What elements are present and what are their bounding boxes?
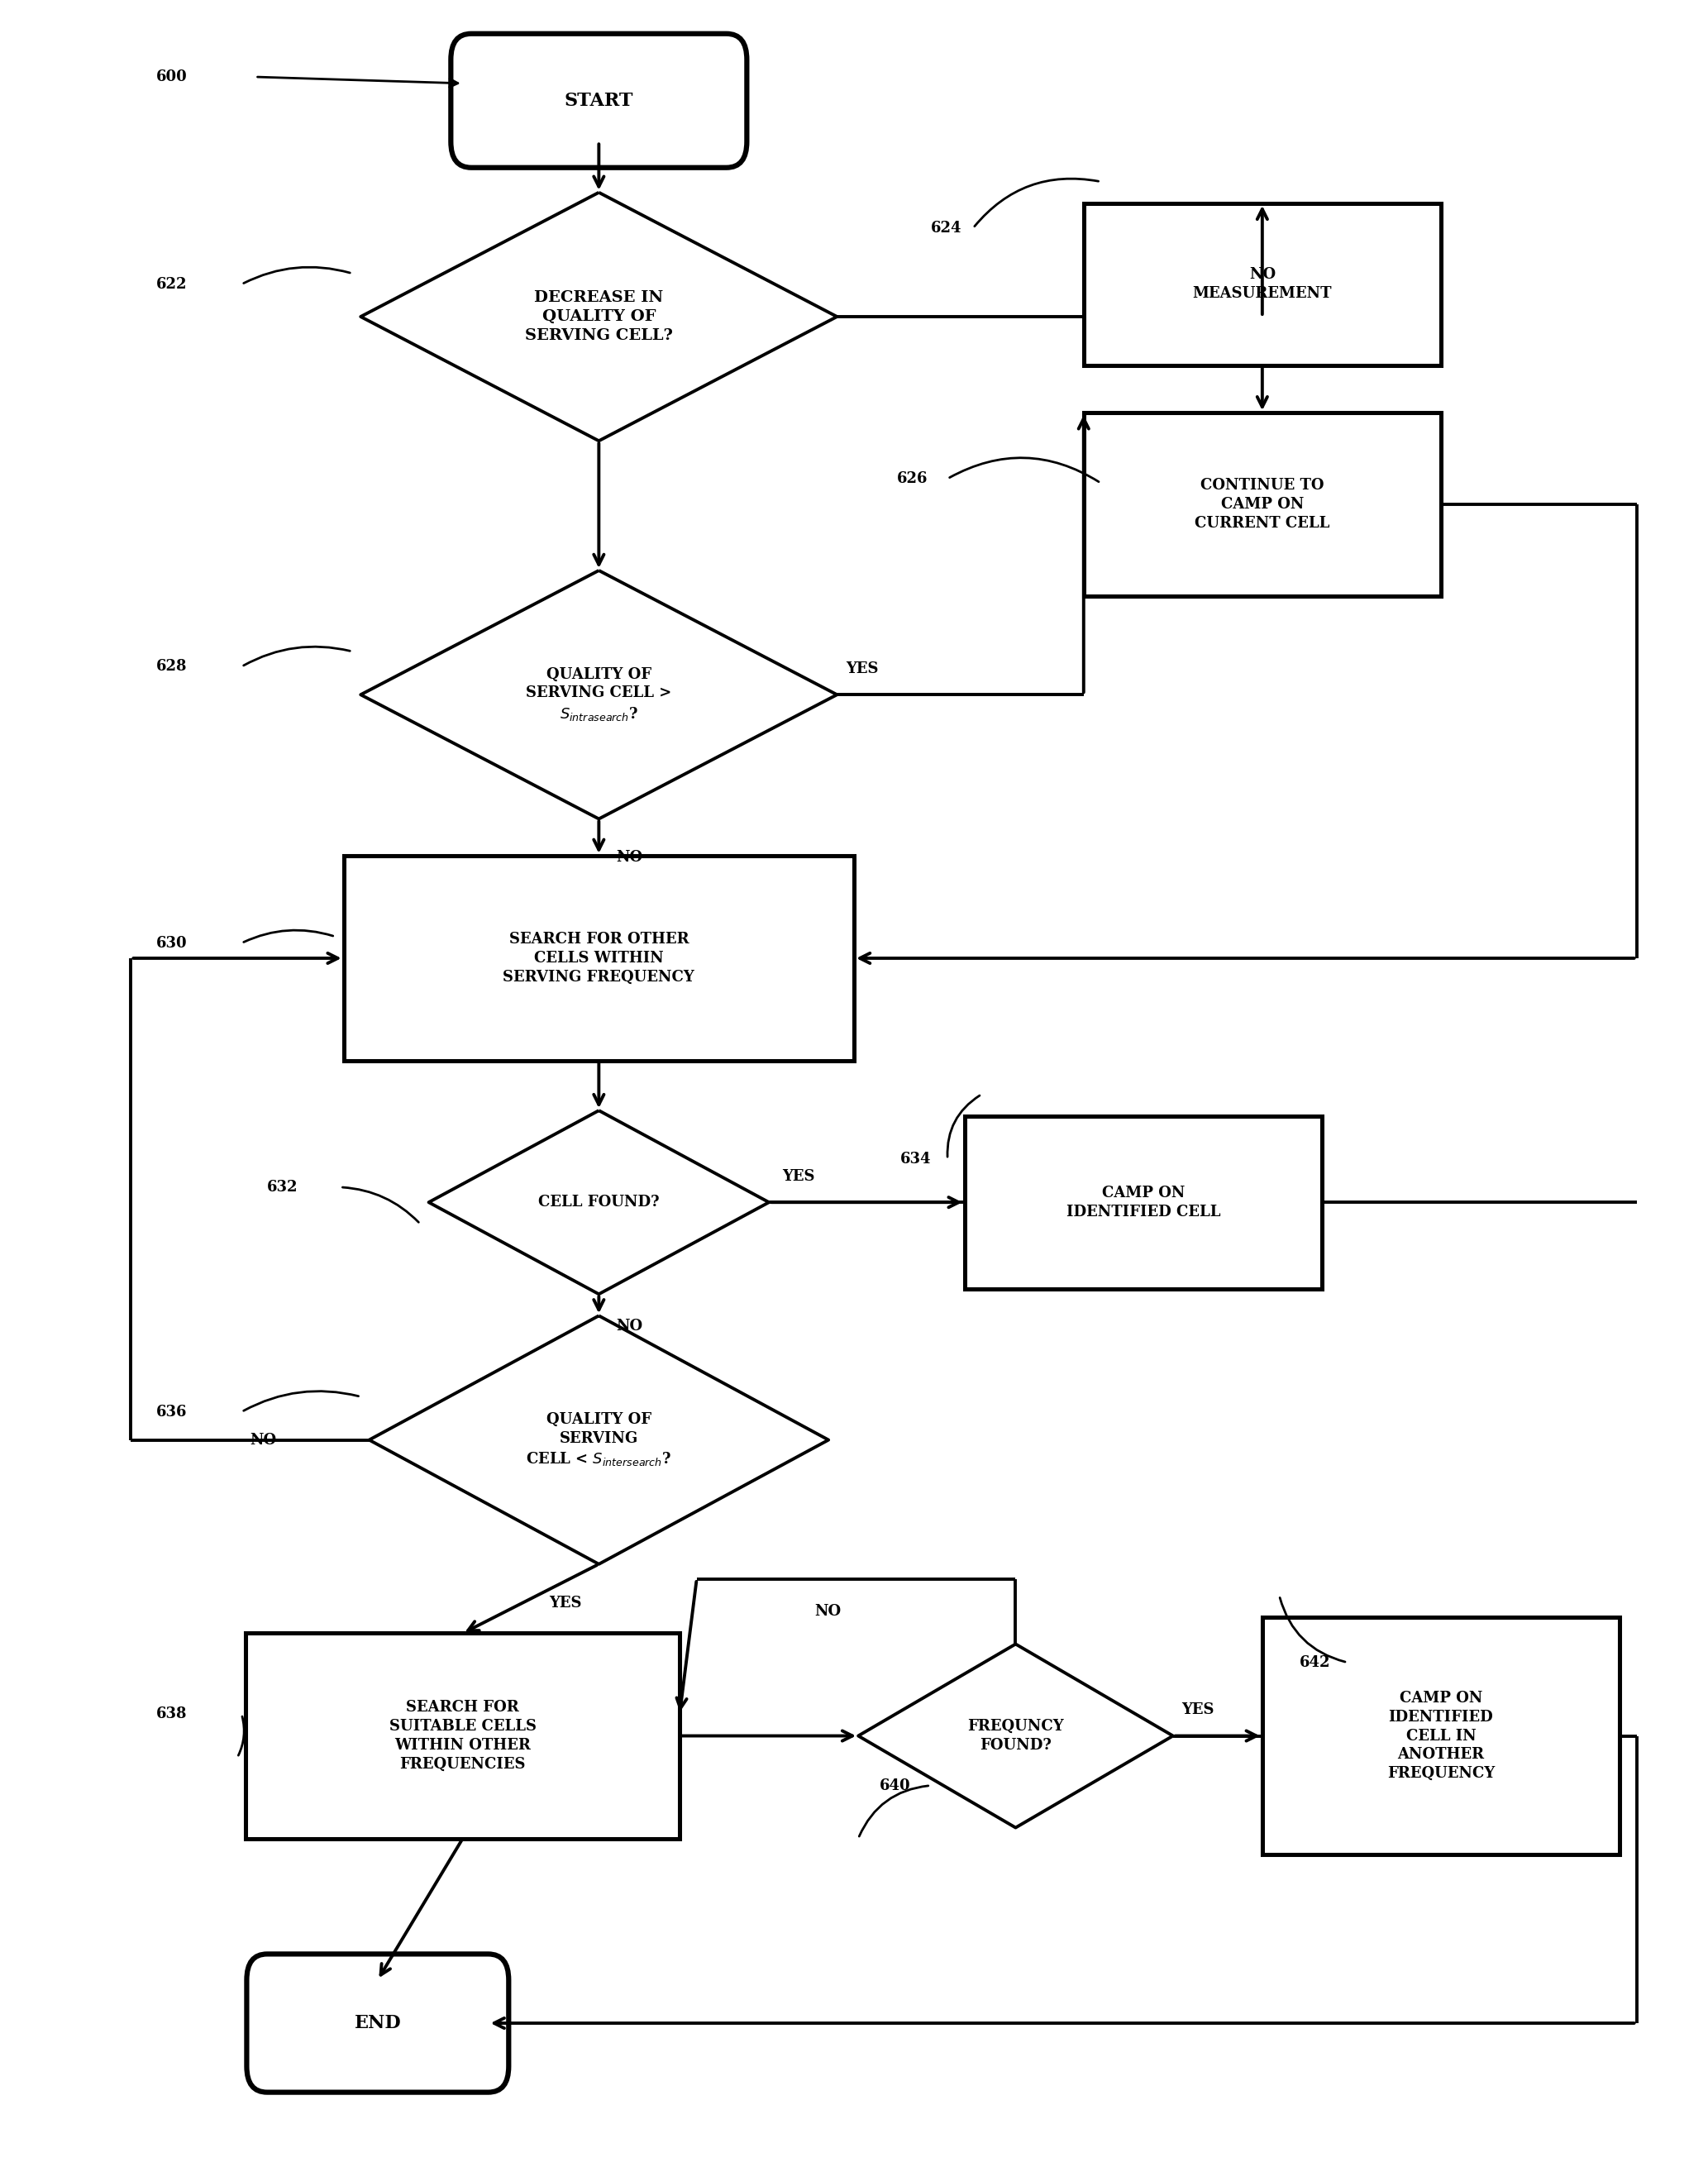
Text: QUALITY OF
SERVING CELL >
$S_{intrasearch}$?: QUALITY OF SERVING CELL > $S_{intrasearc… [526,667,671,722]
Text: SEARCH FOR OTHER
CELLS WITHIN
SERVING FREQUENCY: SEARCH FOR OTHER CELLS WITHIN SERVING FR… [504,932,695,984]
Text: CONTINUE TO
CAMP ON
CURRENT CELL: CONTINUE TO CAMP ON CURRENT CELL [1194,479,1331,531]
Bar [965,1116,1322,1289]
Bar [246,1634,680,1838]
Text: NO
MEASUREMENT: NO MEASUREMENT [1192,267,1332,301]
Text: 624: 624 [931,221,962,236]
Text: YES: YES [550,1595,582,1610]
Text: CAMP ON
IDENTIFIED
CELL IN
ANOTHER
FREQUENCY: CAMP ON IDENTIFIED CELL IN ANOTHER FREQU… [1387,1690,1494,1781]
Text: NO: NO [249,1432,277,1448]
Text: CELL FOUND?: CELL FOUND? [538,1194,659,1209]
Text: CAMP ON
IDENTIFIED CELL: CAMP ON IDENTIFIED CELL [1066,1185,1220,1220]
Bar [1083,204,1442,366]
FancyBboxPatch shape [451,35,746,167]
Bar [1083,412,1442,596]
Text: YES: YES [782,1168,815,1183]
Text: 628: 628 [157,659,188,674]
Text: 638: 638 [157,1708,188,1723]
Text: NO: NO [617,1320,642,1335]
Text: FREQUNCY
FOUND?: FREQUNCY FOUND? [967,1718,1064,1753]
Text: NO: NO [617,849,642,865]
Text: 642: 642 [1300,1656,1331,1671]
Text: 640: 640 [880,1779,910,1792]
Text: YES: YES [845,661,878,676]
Text: DECREASE IN
QUALITY OF
SERVING CELL?: DECREASE IN QUALITY OF SERVING CELL? [524,290,673,342]
Bar [343,856,854,1062]
Text: 626: 626 [897,470,927,485]
Text: END: END [354,2013,401,2033]
Text: SEARCH FOR
SUITABLE CELLS
WITHIN OTHER
FREQUENCIES: SEARCH FOR SUITABLE CELLS WITHIN OTHER F… [389,1701,536,1773]
Text: 630: 630 [157,936,188,951]
Text: START: START [564,91,634,111]
Text: 636: 636 [157,1404,188,1419]
Bar [1262,1617,1619,1855]
Text: 632: 632 [266,1179,299,1194]
Text: NO: NO [815,1604,842,1619]
Text: YES: YES [1182,1703,1214,1718]
Text: QUALITY OF
SERVING
CELL < $S_{intersearch}$?: QUALITY OF SERVING CELL < $S_{intersearc… [526,1413,671,1467]
Text: 600: 600 [157,69,188,85]
Text: 622: 622 [157,277,188,293]
Text: 634: 634 [900,1151,931,1166]
FancyBboxPatch shape [246,1955,509,2093]
